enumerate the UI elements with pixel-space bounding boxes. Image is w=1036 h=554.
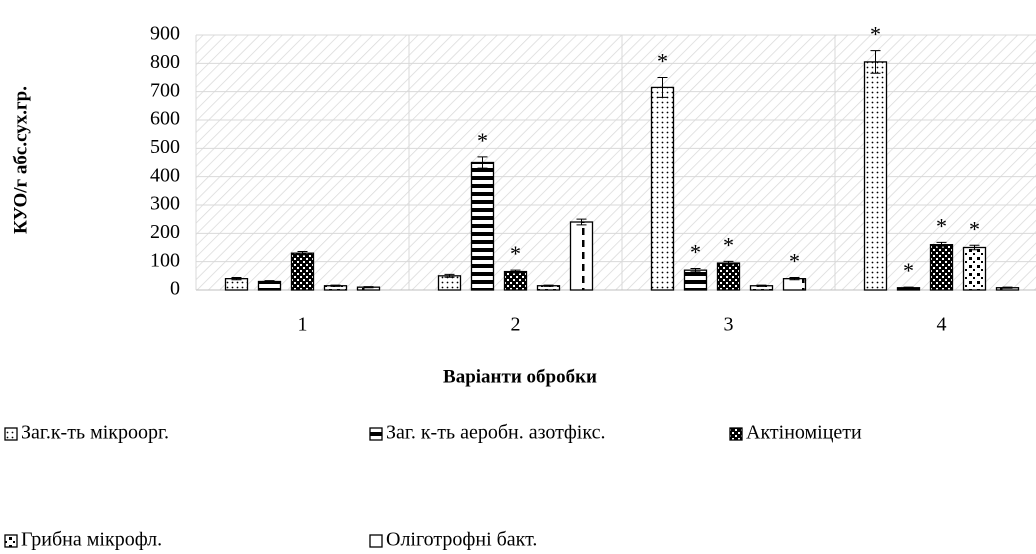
- legend-swatch: [369, 534, 383, 548]
- y-tick-label: 300: [150, 193, 180, 215]
- significance-mark: *: [723, 232, 734, 257]
- error-bar: [363, 286, 374, 289]
- error-bar: [657, 77, 668, 98]
- x-tick-label: 2: [511, 314, 521, 336]
- legend-label: Грибна мікрофл.: [21, 529, 162, 551]
- y-tick-label: 700: [150, 79, 180, 101]
- error-bar: [723, 260, 734, 266]
- bar: [503, 270, 528, 291]
- error-bar: [756, 284, 767, 287]
- bar: [929, 244, 954, 291]
- error-bar: [903, 286, 914, 289]
- error-bar: [870, 50, 881, 74]
- error-bar: [297, 250, 308, 256]
- legend-swatch: [4, 534, 18, 548]
- x-tick-label: 3: [724, 314, 734, 336]
- significance-mark: *: [789, 249, 800, 274]
- bar: [716, 262, 741, 291]
- significance-mark: *: [477, 128, 488, 153]
- bar: [782, 278, 807, 291]
- legend-label: Актіноміцети: [746, 422, 862, 444]
- y-tick-label: 0: [170, 278, 180, 300]
- bar: [470, 161, 495, 291]
- bar: [863, 61, 888, 291]
- y-tick-label: 100: [150, 249, 180, 271]
- bar: [569, 221, 594, 291]
- error-bar: [543, 284, 554, 287]
- error-bar: [576, 218, 587, 226]
- legend-label: Заг. к-ть аеробн. азотфікс.: [386, 422, 605, 444]
- bar: [224, 278, 249, 291]
- error-bar: [444, 273, 455, 278]
- error-bar: [231, 277, 242, 281]
- bar: [290, 252, 315, 291]
- significance-mark: *: [936, 213, 947, 238]
- x-axis-title: Варіанти обробки: [443, 366, 597, 387]
- y-tick-label: 200: [150, 221, 180, 243]
- error-bar: [789, 277, 800, 281]
- significance-mark: *: [969, 216, 980, 241]
- error-bar: [969, 244, 980, 251]
- error-bar: [477, 156, 488, 169]
- error-bar: [936, 241, 947, 248]
- significance-mark: *: [903, 258, 914, 283]
- x-tick-label: 1: [298, 314, 308, 336]
- error-bar: [690, 267, 701, 273]
- legend-label: Оліготрофні бакт.: [386, 529, 537, 551]
- y-axis-title: КУО/г абс.сух.гр.: [10, 86, 31, 234]
- x-tick-label: 4: [937, 314, 947, 336]
- error-bar: [264, 280, 275, 283]
- error-bar: [330, 284, 341, 287]
- bar: [683, 269, 708, 291]
- y-tick-label: 600: [150, 108, 180, 130]
- legend-swatch: [729, 427, 743, 441]
- significance-mark: *: [510, 241, 521, 266]
- legend-swatch: [369, 427, 383, 441]
- plot-background: [196, 35, 1036, 290]
- bar: [962, 246, 987, 291]
- legend-label: Заг.к-ть мікроорг.: [21, 422, 169, 444]
- legend-swatch: [4, 427, 18, 441]
- significance-mark: *: [657, 49, 668, 74]
- significance-mark: *: [870, 22, 881, 47]
- error-bar: [510, 269, 521, 274]
- significance-mark: *: [690, 240, 701, 265]
- bar: [437, 275, 462, 291]
- y-tick-label: 800: [150, 51, 180, 73]
- y-tick-label: 500: [150, 136, 180, 158]
- y-tick-label: 400: [150, 164, 180, 186]
- error-bar: [1002, 286, 1013, 289]
- bar: [650, 86, 675, 291]
- y-tick-label: 900: [150, 23, 180, 45]
